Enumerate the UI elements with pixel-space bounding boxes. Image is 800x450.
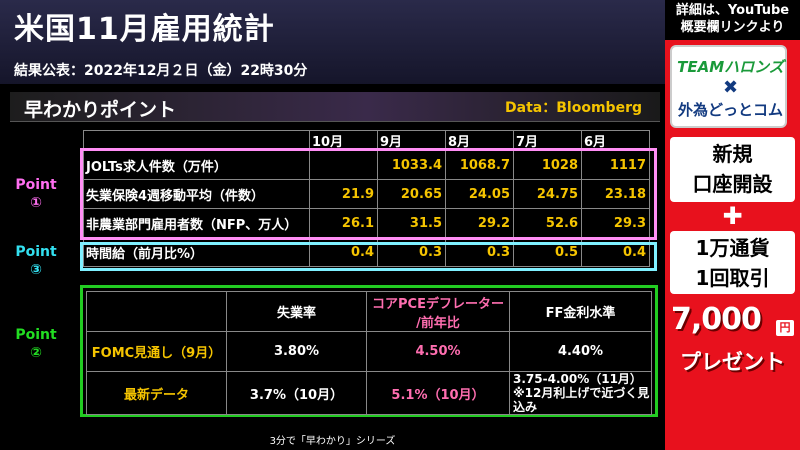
point-3-label: Point ③ <box>6 243 66 279</box>
pce-header-line2: /前年比 <box>416 315 460 331</box>
promo-panel[interactable]: TEAMハロンズ ✖ 外為どっとコム 新規 口座開設 ✚ 1万通貨 1回取引 7… <box>665 40 800 450</box>
logo-broker-name: 外為どっとコム <box>677 101 783 119</box>
table-row: 失業保険4週移動平均（件数） 21.9 20.65 24.05 24.75 23… <box>83 179 650 209</box>
point-2-number: ② <box>30 345 42 361</box>
cell-value: 52.6 <box>513 208 582 238</box>
column-header: 失業率 <box>226 291 367 332</box>
trade-condition-box: 1万通貨 1回取引 <box>670 231 795 294</box>
ff-rate-line2: ※12月利上げで近づく見 <box>513 386 650 400</box>
section-bar: 早わかりポイント Data：Bloomberg <box>10 92 660 122</box>
header-empty <box>86 291 227 332</box>
point-2-word: Point <box>15 327 57 343</box>
cell-value: 1117 <box>581 150 650 180</box>
ff-rate-line3: 込み <box>513 400 538 414</box>
row-label: JOLTs求人件数（万件） <box>83 150 310 180</box>
plus-icon: ✚ <box>722 202 743 230</box>
point-3-highlight-box <box>80 242 657 271</box>
cell-value: 21.9 <box>309 179 378 209</box>
new-account-box: 新規 口座開設 <box>670 137 795 202</box>
partner-logo[interactable]: TEAMハロンズ ✖ 外為どっとコム <box>670 45 787 128</box>
pce-header-line1: コアPCEデフレーター <box>372 296 504 312</box>
box1-line1: 新規 <box>712 142 753 166</box>
cell-value: 3.80% <box>226 331 367 372</box>
data-source: Data：Bloomberg <box>505 100 642 116</box>
sidebar-top-text: 詳細は、YouTube 概要欄リンクより <box>665 0 800 38</box>
reward-amount: 7,000 <box>671 302 762 337</box>
point-1-word: Point <box>15 177 57 193</box>
cell-value <box>309 150 378 180</box>
column-header: FF金利水準 <box>509 291 652 332</box>
cell-value: 3.7%（10月） <box>226 371 367 415</box>
cell-value: 5.1%（10月） <box>366 371 510 415</box>
point-1-number: ① <box>30 195 42 211</box>
title-bar: 米国11月雇用統計 結果公表：2022年12月２日（金）22時30分 <box>0 0 665 84</box>
box2-line2: 1回取引 <box>695 266 770 290</box>
section-title: 早わかりポイント <box>24 99 177 121</box>
cell-value: 29.3 <box>581 208 650 238</box>
table-header-row: 失業率 コアPCEデフレーター /前年比 FF金利水準 <box>86 291 652 332</box>
point-2-label: Point ② <box>6 326 66 362</box>
column-header: 6月 <box>581 130 650 151</box>
column-header: コアPCEデフレーター /前年比 <box>366 291 510 332</box>
promo-sidebar: 詳細は、YouTube 概要欄リンクより TEAMハロンズ ✖ 外為どっとコム … <box>665 0 800 450</box>
logo-team-name: TEAMハロンズ <box>677 58 784 76</box>
row-label: FOMC見通し（9月） <box>86 331 227 372</box>
point-1-highlight-box <box>80 148 657 240</box>
table-row: JOLTs求人件数（万件） 1033.4 1068.7 1028 1117 <box>83 150 650 180</box>
present-label: プレゼント <box>680 350 785 374</box>
table-row: FOMC見通し（9月） 3.80% 4.50% 4.40% <box>86 331 652 372</box>
cell-value: 1068.7 <box>445 150 514 180</box>
page-title: 米国11月雇用統計 <box>14 12 275 47</box>
point-3-word: Point <box>15 244 57 260</box>
row-label: 最新データ <box>86 371 227 415</box>
cell-value: 29.2 <box>445 208 514 238</box>
table-row: 最新データ 3.7%（10月） 5.1%（10月） 3.75-4.00%（11月… <box>86 371 652 415</box>
box2-line1: 1万通貨 <box>695 236 770 260</box>
footer-series-label: 3分で「早わかり」シリーズ <box>269 436 396 447</box>
point-1-label: Point ① <box>6 176 66 212</box>
row-label: 失業保険4週移動平均（件数） <box>83 179 310 209</box>
cell-value: 23.18 <box>581 179 650 209</box>
point-3-number: ③ <box>30 262 42 278</box>
cell-value: 1033.4 <box>377 150 446 180</box>
sidebar-top-line1: 詳細は、YouTube <box>675 3 790 18</box>
cell-value: 4.50% <box>366 331 510 372</box>
cell-value: 24.75 <box>513 179 582 209</box>
point-2-highlight-box <box>80 285 658 417</box>
box1-line2: 口座開設 <box>692 172 773 196</box>
cell-value: 3.75-4.00%（11月） ※12月利上げで近づく見 込み <box>509 371 652 415</box>
table-header-row: 10月 9月 8月 7月 6月 <box>83 130 650 151</box>
table-row: 非農業部門雇用者数（NFP、万人） 26.1 31.5 29.2 52.6 29… <box>83 208 650 238</box>
fomc-comparison-table: 失業率 コアPCEデフレーター /前年比 FF金利水準 FOMC見通し（9月） … <box>86 291 652 415</box>
main-panel: 米国11月雇用統計 結果公表：2022年12月２日（金）22時30分 早わかりポ… <box>0 0 665 447</box>
cell-value: 20.65 <box>377 179 446 209</box>
cross-icon: ✖ <box>722 77 739 98</box>
ff-rate-line1: 3.75-4.00%（11月） <box>513 372 642 386</box>
release-time: 結果公表：2022年12月２日（金）22時30分 <box>14 63 308 79</box>
yen-badge: 円 <box>776 320 794 336</box>
cell-value: 24.05 <box>445 179 514 209</box>
cell-value: 4.40% <box>509 331 652 372</box>
sidebar-top-line2: 概要欄リンクより <box>680 20 785 35</box>
employment-stats-table: 10月 9月 8月 7月 6月 JOLTs求人件数（万件） 1033.4 106… <box>83 130 650 267</box>
